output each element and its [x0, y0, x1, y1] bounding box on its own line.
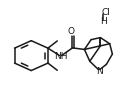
Text: O: O: [68, 27, 75, 36]
Text: NH: NH: [54, 52, 67, 61]
Text: Cl: Cl: [102, 8, 111, 17]
Text: N: N: [96, 67, 102, 76]
Text: H: H: [100, 17, 106, 26]
